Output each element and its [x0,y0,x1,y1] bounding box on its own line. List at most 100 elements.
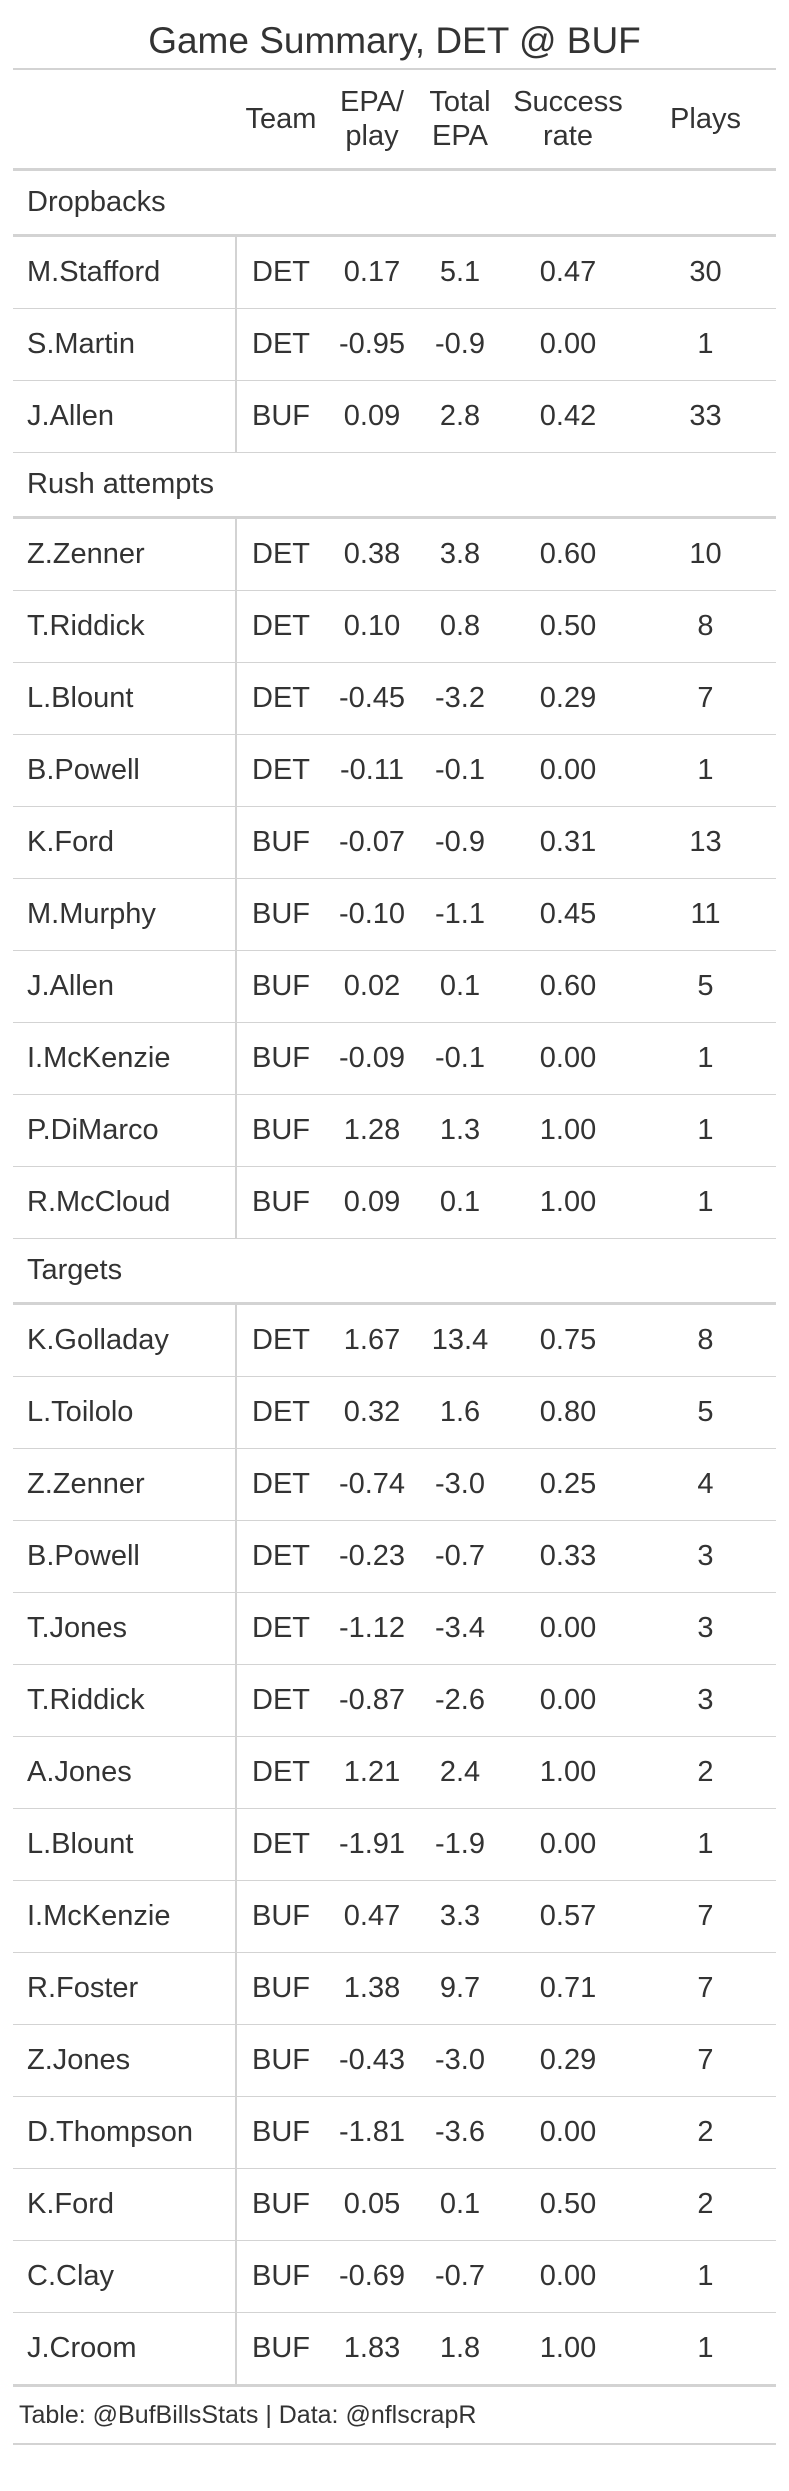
team-cell: DET [252,610,310,642]
player-name-cell: L.Blount [13,1809,237,1880]
epa-per-play-cell: -1.91 [338,1828,406,1860]
player-name-cell: M.Stafford [13,237,237,308]
total-epa-cell: -1.1 [435,898,485,930]
header-total-epa-line2: EPA [432,120,488,152]
epa-per-play-cell: -0.09 [338,1042,406,1074]
player-name-cell: S.Martin [13,309,237,380]
success-rate-cell: 0.00 [539,1828,597,1860]
epa-per-play-cell: -0.45 [338,682,406,714]
success-rate-cell: 1.00 [539,2332,597,2364]
plays-cell: 30 [689,256,722,288]
table-row: S.Martin DET -0.95 -0.9 0.00 1 [13,309,776,381]
success-rate-cell: 0.80 [539,1396,597,1428]
epa-per-play-cell: 1.67 [343,1324,401,1356]
table-row: Z.Jones BUF -0.43 -3.0 0.29 7 [13,2025,776,2097]
header-name [13,70,237,168]
total-epa-cell: -3.2 [435,682,485,714]
epa-per-play-cell: -0.11 [340,754,404,786]
team-cell: DET [252,1756,310,1788]
player-name-cell: A.Jones [13,1737,237,1808]
player-name-cell: C.Clay [13,2241,237,2312]
header-epa-per-play: EPA/ play [325,70,419,168]
total-epa-cell: 13.4 [431,1324,489,1356]
player-name-cell: K.Golladay [13,1305,237,1376]
epa-per-play-cell: -0.74 [338,1468,406,1500]
column-header-row: Team EPA/ play Total EPA Success rate Pl… [13,70,776,171]
team-cell: DET [252,682,310,714]
plays-cell: 1 [697,754,714,786]
team-cell: DET [252,328,310,360]
total-epa-cell: 2.8 [439,400,481,432]
team-cell: BUF [252,1042,310,1074]
team-cell: BUF [252,898,310,930]
table-row: L.Toilolo DET 0.32 1.6 0.80 5 [13,1377,776,1449]
team-cell: BUF [252,1972,310,2004]
total-epa-cell: 0.1 [439,970,481,1002]
group-header: Targets [13,1239,776,1305]
total-epa-cell: -0.7 [435,1540,485,1572]
header-epa-per-play-line2: play [345,120,399,152]
team-cell: DET [252,754,310,786]
player-name-cell: L.Toilolo [13,1377,237,1448]
epa-per-play-cell: -0.87 [338,1684,406,1716]
total-epa-cell: -1.9 [435,1828,485,1860]
total-epa-cell: -3.4 [435,1612,485,1644]
total-epa-cell: 3.3 [439,1900,481,1932]
epa-per-play-cell: 0.09 [343,400,401,432]
table-row: I.McKenzie BUF 0.47 3.3 0.57 7 [13,1881,776,1953]
total-epa-cell: -0.9 [435,328,485,360]
success-rate-cell: 0.45 [539,898,597,930]
table-row: M.Murphy BUF -0.10 -1.1 0.45 11 [13,879,776,951]
success-rate-cell: 0.71 [539,1972,597,2004]
success-rate-cell: 0.00 [539,754,597,786]
epa-per-play-cell: -0.23 [338,1540,406,1572]
table-row: R.Foster BUF 1.38 9.7 0.71 7 [13,1953,776,2025]
total-epa-cell: 1.6 [439,1396,481,1428]
epa-per-play-cell: 0.38 [343,538,401,570]
success-rate-cell: 0.00 [539,1042,597,1074]
total-epa-cell: -3.0 [435,2044,485,2076]
plays-cell: 1 [697,1828,714,1860]
epa-per-play-cell: -0.95 [338,328,406,360]
player-name-cell: I.McKenzie [13,1881,237,1952]
total-epa-cell: 9.7 [439,1972,481,2004]
plays-cell: 11 [690,898,721,930]
team-cell: BUF [252,1900,310,1932]
player-name-cell: B.Powell [13,735,237,806]
player-name-cell: P.DiMarco [13,1095,237,1166]
summary-table: Game Summary, DET @ BUF Team EPA/ play T… [13,14,776,2445]
plays-cell: 5 [697,1396,714,1428]
epa-per-play-cell: 0.47 [343,1900,401,1932]
epa-per-play-cell: 0.09 [343,1186,401,1218]
plays-cell: 7 [697,2044,714,2076]
plays-cell: 33 [689,400,722,432]
table-row: A.Jones DET 1.21 2.4 1.00 2 [13,1737,776,1809]
total-epa-cell: -0.9 [435,826,485,858]
player-name-cell: Z.Zenner [13,519,237,590]
table-row: Z.Zenner DET -0.74 -3.0 0.25 4 [13,1449,776,1521]
total-epa-cell: -3.0 [435,1468,485,1500]
table-row: C.Clay BUF -0.69 -0.7 0.00 1 [13,2241,776,2313]
epa-per-play-cell: -1.12 [338,1612,406,1644]
epa-per-play-cell: -1.81 [338,2116,406,2148]
table-row: L.Blount DET -1.91 -1.9 0.00 1 [13,1809,776,1881]
success-rate-cell: 0.42 [539,400,597,432]
total-epa-cell: 1.8 [439,2332,481,2364]
total-epa-cell: -0.1 [435,754,485,786]
plays-cell: 1 [697,2332,714,2364]
team-cell: DET [252,1612,310,1644]
table-row: B.Powell DET -0.11 -0.1 0.00 1 [13,735,776,807]
success-rate-cell: 0.00 [539,2116,597,2148]
table-footer-credit: Table: @BufBillsStats | Data: @nflscrapR [13,2385,776,2445]
table-row: Z.Zenner DET 0.38 3.8 0.60 10 [13,519,776,591]
total-epa-cell: 0.1 [439,2188,481,2220]
team-cell: DET [252,1828,310,1860]
table-row: T.Riddick DET 0.10 0.8 0.50 8 [13,591,776,663]
table-row: I.McKenzie BUF -0.09 -0.1 0.00 1 [13,1023,776,1095]
plays-cell: 3 [697,1612,714,1644]
player-name-cell: D.Thompson [13,2097,237,2168]
team-cell: BUF [252,2044,310,2076]
success-rate-cell: 0.60 [539,538,597,570]
plays-cell: 1 [697,328,714,360]
success-rate-cell: 0.31 [539,826,597,858]
